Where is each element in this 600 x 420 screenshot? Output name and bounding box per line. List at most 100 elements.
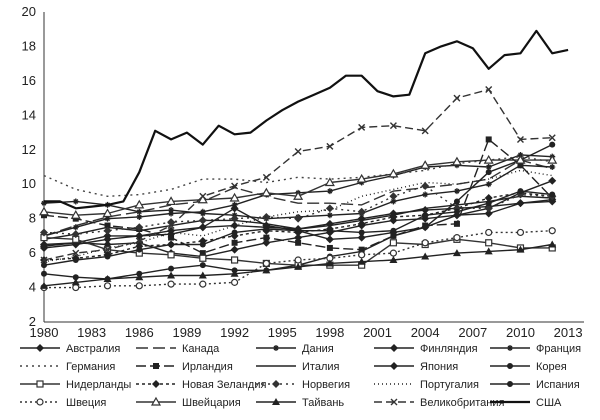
data-point-4	[103, 235, 112, 244]
data-point-16	[485, 228, 493, 237]
legend-label: Тайвань	[302, 397, 344, 409]
data-point-17	[515, 154, 526, 164]
data-point-19	[231, 182, 239, 190]
data-point-13	[294, 214, 303, 223]
data-point-7	[231, 239, 238, 246]
x-tick-label: 1986	[125, 325, 154, 340]
data-point-19	[453, 94, 461, 102]
data-point-4	[357, 233, 366, 242]
data-point-15	[104, 253, 111, 260]
data-point-19	[358, 123, 366, 131]
data-point-19	[516, 135, 524, 143]
data-point-15	[263, 226, 270, 232]
legend-label: Швейцария	[182, 397, 241, 409]
data-point-18	[421, 252, 430, 260]
data-point-7	[104, 222, 111, 229]
data-point-10	[199, 262, 206, 269]
data-point-17	[451, 156, 462, 166]
legend-label: Финляндия	[420, 343, 478, 355]
legend-item: Швеция	[20, 397, 106, 409]
data-point-17	[102, 208, 113, 218]
data-point-3	[72, 198, 79, 205]
data-point-legend-1	[36, 344, 44, 352]
series-line	[44, 230, 553, 289]
legend-item: Германия	[20, 361, 115, 373]
legend-item: Нидерланды	[20, 379, 131, 391]
data-point-17	[483, 154, 494, 164]
data-point-15	[517, 188, 524, 195]
data-point-4	[325, 235, 334, 244]
data-point-16	[103, 282, 112, 290]
legend-item: Канада	[136, 343, 220, 355]
data-point-11	[389, 239, 398, 247]
legend-label: Франция	[536, 343, 581, 355]
data-point-17	[38, 206, 50, 216]
data-point-9	[262, 238, 271, 247]
legend-label: Канада	[182, 343, 220, 355]
data-point-19	[135, 237, 143, 245]
data-point-3	[326, 212, 333, 219]
data-point-17	[134, 199, 145, 209]
legend-item: Великобритания	[374, 397, 505, 409]
data-point-legend-11	[36, 380, 44, 388]
data-point-13	[230, 214, 239, 223]
x-tick-label: 2004	[411, 325, 440, 340]
series-15	[41, 188, 556, 269]
data-point-15	[453, 208, 460, 215]
data-point-19	[421, 127, 429, 135]
legend-label: Новая Зеландия	[182, 379, 266, 391]
data-point-9	[294, 233, 303, 242]
data-point-19	[294, 148, 302, 155]
data-point-15	[549, 191, 556, 198]
data-point-17	[324, 177, 335, 187]
data-point-13	[135, 223, 144, 232]
data-point-3	[136, 208, 143, 215]
data-point-12	[484, 194, 493, 202]
data-point-17	[547, 154, 558, 164]
data-point-7	[263, 234, 270, 241]
data-point-10	[390, 232, 397, 239]
y-tick-label: 16	[22, 73, 36, 88]
data-point-11	[199, 254, 207, 262]
data-point-19	[72, 249, 80, 257]
data-point-7	[517, 162, 524, 169]
data-point-10	[485, 169, 492, 176]
data-point-5	[104, 215, 111, 222]
data-point-18	[294, 262, 303, 270]
data-point-3	[453, 188, 460, 195]
data-point-18	[71, 278, 80, 286]
data-point-3	[485, 181, 492, 188]
legend-item: Ирландия	[136, 361, 233, 373]
data-point-5	[136, 213, 143, 220]
data-point-19	[40, 256, 48, 264]
y-tick-label: 10	[22, 176, 36, 191]
data-point-10	[72, 274, 79, 281]
data-point-16	[294, 256, 302, 264]
legend-label: Германия	[66, 361, 115, 373]
data-point-18	[103, 274, 112, 282]
data-point-16	[389, 249, 398, 257]
data-point-5	[485, 164, 492, 170]
data-point-legend-16	[36, 398, 44, 406]
data-point-19	[548, 134, 556, 142]
data-point-9	[230, 245, 239, 254]
data-point-18	[548, 240, 557, 248]
legend-item: Швейцария	[136, 396, 241, 409]
data-point-16	[72, 283, 80, 292]
legend-label: Норвегия	[302, 379, 350, 391]
data-point-16	[548, 227, 556, 235]
data-point-legend-5	[507, 345, 513, 351]
legend-item: Австралия	[20, 343, 120, 355]
data-point-11	[485, 239, 493, 247]
data-point-3	[168, 207, 175, 214]
data-point-16	[453, 234, 461, 242]
legend-label: Великобритания	[420, 397, 505, 409]
data-point-legend-3	[273, 345, 279, 351]
data-point-3	[390, 198, 397, 205]
series-17	[38, 154, 558, 219]
data-point-13	[421, 181, 430, 190]
data-point-10	[549, 141, 556, 148]
legend-item: Корея	[490, 361, 567, 373]
data-point-10	[168, 265, 175, 272]
